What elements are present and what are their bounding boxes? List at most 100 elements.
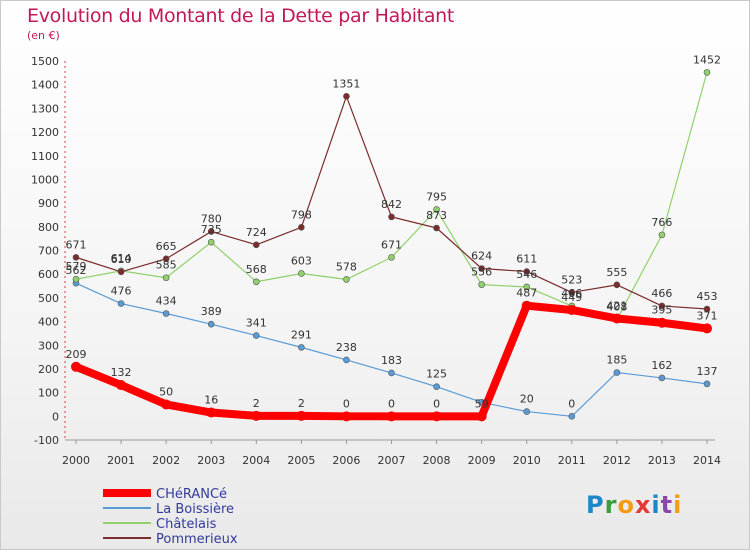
y-tick-label: 1500	[31, 55, 59, 68]
data-label-la-boissiere: 20	[520, 393, 534, 406]
data-point-la-boissiere	[207, 320, 215, 328]
data-label-pommerieux: 555	[606, 266, 627, 279]
data-label-la-boissiere: 238	[336, 341, 357, 354]
data-point-pommerieux	[433, 224, 440, 232]
data-label-cherance: 0	[433, 397, 440, 410]
data-label-pommerieux: 453	[697, 290, 718, 303]
x-tick-label: 2004	[242, 454, 270, 467]
data-label-chatelais: 556	[471, 266, 492, 279]
data-point-pommerieux	[478, 265, 485, 272]
data-point-cherance	[71, 361, 81, 372]
data-point-cherance	[611, 313, 622, 324]
y-tick-label: 1100	[31, 150, 59, 163]
y-tick-label: 1200	[31, 126, 59, 139]
data-point-pommerieux	[252, 241, 260, 249]
data-point-cherance	[161, 399, 172, 410]
x-tick-label: 2000	[62, 454, 90, 467]
data-label-pommerieux: 523	[561, 273, 582, 286]
x-tick-label: 2006	[332, 454, 360, 467]
legend-label: Pommerieux	[156, 532, 238, 547]
data-point-pommerieux	[568, 289, 576, 296]
y-tick-label: 500	[38, 292, 59, 305]
data-label-chatelais: 585	[156, 259, 177, 272]
data-point-chatelais	[658, 231, 666, 239]
data-point-chatelais	[72, 275, 80, 283]
y-tick-label: 100	[38, 387, 59, 400]
data-label-la-boissiere: 341	[246, 317, 267, 330]
proxiti-logo: Proxiti	[586, 491, 683, 519]
data-label-la-boissiere: 125	[426, 368, 447, 381]
data-point-chatelais	[388, 254, 395, 261]
data-label-chatelais: 408	[606, 301, 627, 314]
data-point-la-boissiere	[433, 383, 440, 391]
data-point-cherance	[702, 323, 712, 334]
chart-title: Evolution du Montant de la Dette par Hab…	[27, 5, 455, 27]
data-point-la-boissiere	[343, 356, 350, 364]
data-label-chatelais: 579	[66, 260, 87, 273]
data-point-la-boissiere	[252, 332, 260, 339]
data-point-chatelais	[207, 238, 215, 246]
data-label-la-boissiere: 185	[606, 353, 627, 366]
data-label-pommerieux: 798	[291, 208, 312, 221]
data-label-pommerieux: 610	[111, 253, 132, 266]
data-point-pommerieux	[117, 268, 125, 276]
y-tick-label: 600	[38, 268, 59, 281]
data-point-la-boissiere	[613, 369, 621, 376]
data-point-pommerieux	[207, 228, 215, 235]
data-label-la-boissiere: 291	[291, 328, 312, 341]
series-line-chatelais	[75, 71, 708, 321]
data-label-cherance: 132	[111, 366, 132, 379]
data-label-cherance: 59	[475, 397, 489, 410]
y-tick-label: 800	[38, 221, 59, 234]
data-point-chatelais	[252, 278, 260, 286]
data-point-cherance	[251, 410, 262, 421]
data-label-pommerieux: 873	[426, 209, 447, 222]
data-label-la-boissiere: 162	[651, 359, 672, 372]
legend-label: Châtelais	[156, 517, 217, 532]
legend-label: CHéRANCé	[156, 487, 227, 502]
data-label-cherance: 16	[204, 394, 218, 407]
data-label-pommerieux: 624	[471, 250, 492, 263]
data-point-la-boissiere	[388, 369, 395, 377]
data-label-la-boissiere: 434	[156, 295, 177, 308]
data-point-chatelais	[162, 274, 170, 282]
data-label-chatelais: 735	[201, 223, 222, 236]
data-label-cherance: 2	[298, 397, 305, 410]
data-label-cherance: 449	[561, 291, 582, 304]
y-tick-label: 400	[38, 316, 59, 329]
data-label-cherance: 2	[253, 397, 260, 410]
data-point-pommerieux	[703, 305, 711, 313]
data-point-chatelais	[433, 206, 440, 213]
data-label-cherance: 50	[159, 385, 173, 398]
x-tick-label: 2010	[513, 454, 541, 467]
data-point-la-boissiere	[162, 310, 170, 317]
y-tick-label: 1300	[31, 102, 59, 115]
data-label-la-boissiere: 389	[201, 305, 222, 318]
data-label-cherance: 487	[516, 287, 537, 300]
data-point-chatelais	[478, 281, 485, 288]
data-label-chatelais: 466	[561, 287, 582, 300]
y-tick-label: 1000	[31, 173, 59, 186]
data-label-pommerieux: 466	[651, 287, 672, 300]
data-label-pommerieux: 671	[66, 238, 87, 251]
data-label-chatelais: 603	[291, 254, 312, 267]
data-point-cherance	[206, 407, 217, 418]
data-point-chatelais	[523, 283, 531, 291]
data-label-chatelais: 568	[246, 263, 267, 276]
x-tick-label: 2003	[197, 454, 225, 467]
x-tick-label: 2012	[603, 454, 631, 467]
data-point-cherance	[566, 304, 577, 315]
y-tick-label: 900	[38, 197, 59, 210]
x-tick-label: 2007	[378, 454, 406, 467]
x-tick-label: 2013	[648, 454, 676, 467]
data-point-la-boissiere	[568, 413, 576, 420]
data-label-la-boissiere: 562	[66, 264, 87, 277]
data-label-la-boissiere: 137	[697, 365, 718, 378]
data-point-chatelais	[703, 69, 711, 76]
data-point-la-boissiere	[523, 408, 531, 415]
data-point-pommerieux	[162, 255, 170, 263]
data-label-cherance: 395	[651, 304, 672, 317]
data-point-cherance	[341, 411, 352, 422]
x-tick-label: 2008	[423, 454, 451, 467]
